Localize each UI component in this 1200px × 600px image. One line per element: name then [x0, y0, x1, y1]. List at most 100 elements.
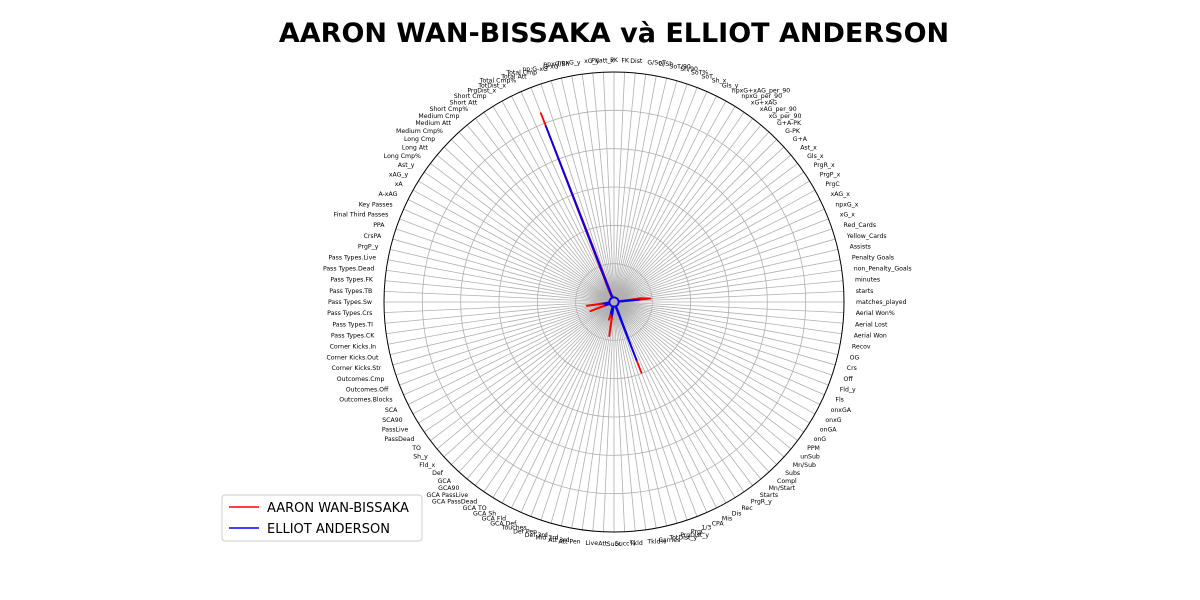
grid-spoke — [540, 301, 615, 521]
grid-spoke — [430, 163, 615, 303]
polar-frame — [383, 71, 845, 533]
grid-spoke — [571, 301, 615, 529]
category-label: Long Cmp — [404, 136, 435, 143]
category-label: non_Penalty_Goals — [854, 266, 912, 273]
category-label: onGA — [820, 426, 838, 433]
grid-spoke — [613, 301, 798, 441]
category-label: xG_y — [584, 58, 600, 65]
category-label: Def 3rd — [525, 532, 548, 539]
grid-spoke — [613, 301, 810, 424]
category-label: Pass Types.CK — [331, 332, 375, 339]
category-label: Yellow_Cards — [846, 233, 887, 240]
grid-spoke — [613, 118, 753, 303]
grid-spoke — [613, 290, 844, 303]
grid-spoke — [613, 259, 841, 303]
category-label: Aerial Won — [854, 332, 887, 339]
grid-spoke — [613, 301, 770, 473]
grid-spoke — [443, 301, 615, 458]
category-label: xG_per_90 — [769, 113, 802, 120]
category-label: G+A-PK — [777, 120, 802, 127]
grid-spoke — [613, 301, 844, 314]
grid-spoke — [384, 280, 615, 303]
category-label: Ast_x — [800, 144, 817, 151]
grid-spoke — [581, 74, 615, 303]
grid-spoke — [390, 248, 615, 303]
grid-spoke — [436, 154, 615, 303]
category-label: GCA Sh — [473, 510, 496, 517]
grid-spoke — [602, 301, 615, 532]
grid-spoke — [613, 228, 833, 303]
category-label: xG_x — [840, 212, 856, 219]
legend-box — [221, 494, 423, 542]
category-label: GCA90 — [438, 485, 459, 492]
grid-spoke — [613, 301, 753, 486]
grid-spoke — [395, 228, 615, 303]
grid-spoke — [384, 301, 615, 324]
category-label: SoT% — [691, 70, 708, 77]
category-label: PrgP_x — [820, 172, 841, 179]
category-label: PPM — [807, 445, 820, 452]
grid-spoke — [520, 91, 615, 303]
grid-spoke — [412, 189, 615, 303]
category-label: TotDist_x — [477, 82, 506, 89]
grid-spoke — [501, 301, 615, 504]
category-label: Touches — [501, 525, 527, 532]
grid-spoke — [613, 83, 688, 303]
category-label: GCA Fld — [482, 516, 507, 523]
grid-spoke — [451, 139, 615, 303]
category-label: Medium Cmp — [418, 113, 459, 120]
category-label: Total Att — [500, 73, 527, 80]
grid-spoke — [613, 112, 745, 303]
grid-spoke — [613, 301, 842, 335]
category-label: FK — [621, 57, 630, 64]
category-label: PrgDist_y — [680, 532, 709, 539]
grid-spoke — [407, 301, 615, 405]
category-label: PassLive — [382, 426, 409, 433]
grid-spoke — [613, 301, 821, 405]
category-label: Dis — [732, 510, 742, 517]
category-label: Penalty Goals — [852, 255, 894, 262]
grid-spoke — [613, 78, 668, 303]
category-label: PassDead — [384, 436, 414, 443]
category-label: Starts — [760, 492, 778, 499]
category-label: G-PK — [785, 128, 801, 135]
grid-spoke — [613, 301, 836, 366]
category-label: CrsPA — [364, 233, 382, 240]
grid-spoke — [613, 301, 727, 504]
grid-spoke — [613, 124, 762, 303]
grid-spoke — [613, 208, 825, 303]
grid-spoke — [466, 301, 615, 480]
category-label: PrgR_y — [751, 499, 772, 506]
grid-spoke — [475, 118, 615, 303]
category-label: Subs — [785, 470, 800, 477]
grid-spoke — [613, 301, 717, 509]
grid-spoke — [613, 189, 816, 303]
grid-spoke — [403, 208, 615, 303]
grid-spoke — [392, 238, 615, 303]
grid-spoke — [613, 248, 838, 303]
category-label: Pass Types.Dead — [323, 266, 374, 273]
category-label: Mn/Sub — [793, 462, 816, 469]
grid-spoke — [387, 259, 615, 303]
category-label: Pass Types.TB — [329, 288, 372, 295]
grid-spoke — [613, 301, 762, 480]
category-label: Sh/90 — [680, 66, 698, 73]
category-label: Total Cmp% — [479, 78, 517, 85]
grid-spoke — [418, 180, 615, 303]
category-label: GCA TO — [463, 505, 487, 512]
category-label: npxG_x — [835, 201, 858, 208]
category-label: unSub — [800, 454, 820, 461]
category-label: PK — [610, 57, 619, 64]
grid-spoke — [613, 301, 657, 529]
grid-spoke — [613, 139, 777, 303]
grid-spoke — [475, 301, 615, 486]
category-label: Tkld% — [646, 539, 666, 546]
grid-spoke — [560, 78, 615, 303]
legend: AARON WAN-BISSAKA ELLIOT ANDERSON — [221, 494, 423, 542]
grid-spoke — [571, 75, 615, 303]
grid-spoke — [613, 301, 708, 513]
grid-spoke — [424, 301, 615, 433]
category-label: Compl — [777, 478, 797, 485]
category-label: OG — [850, 354, 860, 361]
grid-spoke — [613, 131, 770, 303]
